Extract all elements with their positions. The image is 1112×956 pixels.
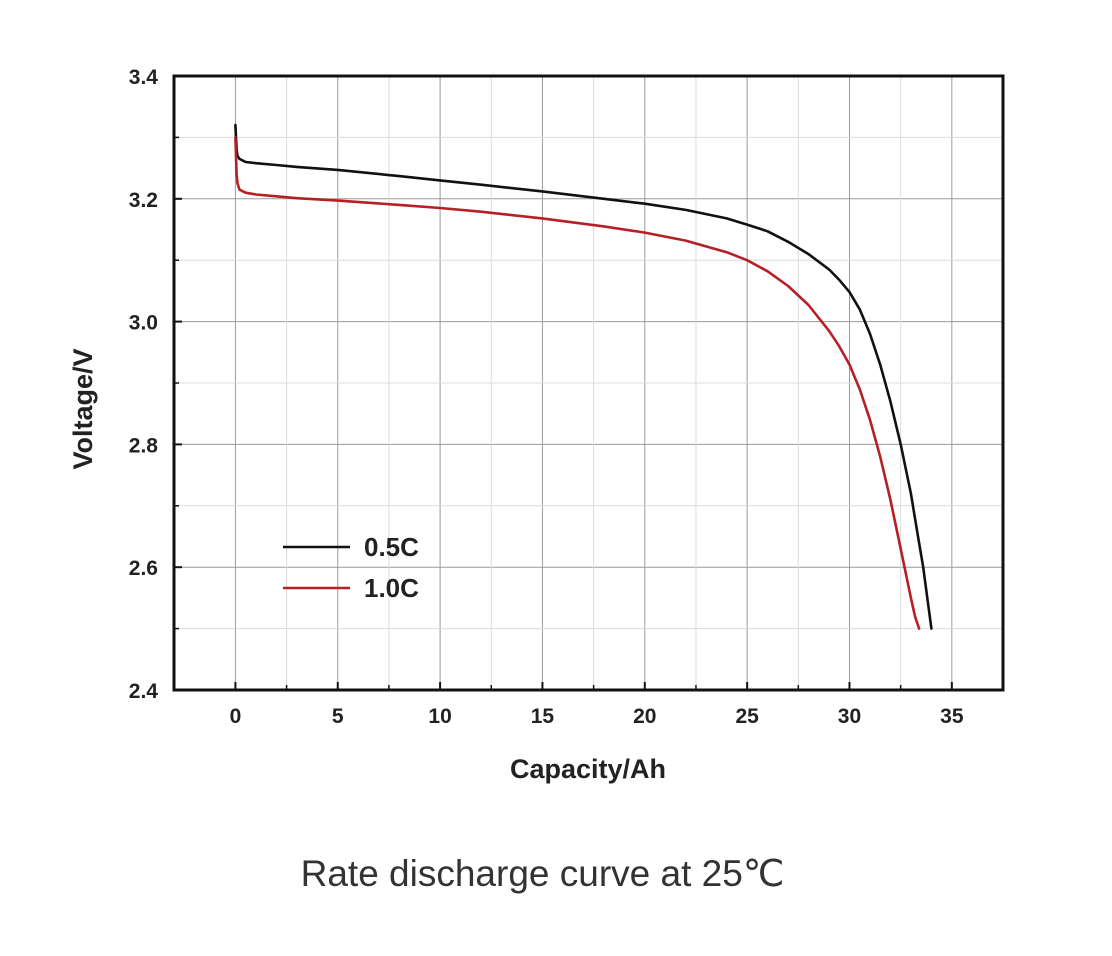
legend: 0.5C 1.0C (283, 532, 419, 603)
y-tick-label: 2.4 (129, 680, 159, 703)
y-tick-labels: 2.4 2.6 2.8 3.0 3.2 3.4 (129, 66, 159, 703)
series-line-10c (234, 136, 921, 630)
y-tick-label: 3.0 (129, 312, 158, 335)
y-tick-label: 3.2 (129, 189, 158, 212)
y-tick-label: 2.8 (129, 434, 159, 457)
x-tick-label: 15 (531, 705, 555, 728)
figure-caption: Rate discharge curve at 25℃ (300, 853, 785, 894)
y-tick-label: 2.6 (129, 557, 158, 580)
x-tick-label: 10 (428, 705, 451, 728)
legend-label: 1.0C (364, 573, 419, 603)
axis-ticks (174, 75, 953, 691)
x-tick-label: 20 (633, 705, 656, 728)
x-tick-label: 35 (940, 705, 964, 728)
y-axis-title: Voltage/V (68, 348, 98, 469)
y-tick-label: 3.4 (129, 66, 159, 89)
series-line-05c (234, 123, 933, 630)
legend-label: 0.5C (364, 532, 419, 562)
x-tick-label: 0 (230, 705, 242, 728)
x-tick-label: 25 (735, 705, 759, 728)
x-tick-labels: 0 5 10 15 20 25 30 35 (230, 705, 964, 728)
series-lines (234, 123, 933, 630)
x-tick-label: 30 (838, 705, 861, 728)
x-axis-title: Capacity/Ah (510, 754, 666, 784)
x-tick-label: 5 (332, 705, 344, 728)
